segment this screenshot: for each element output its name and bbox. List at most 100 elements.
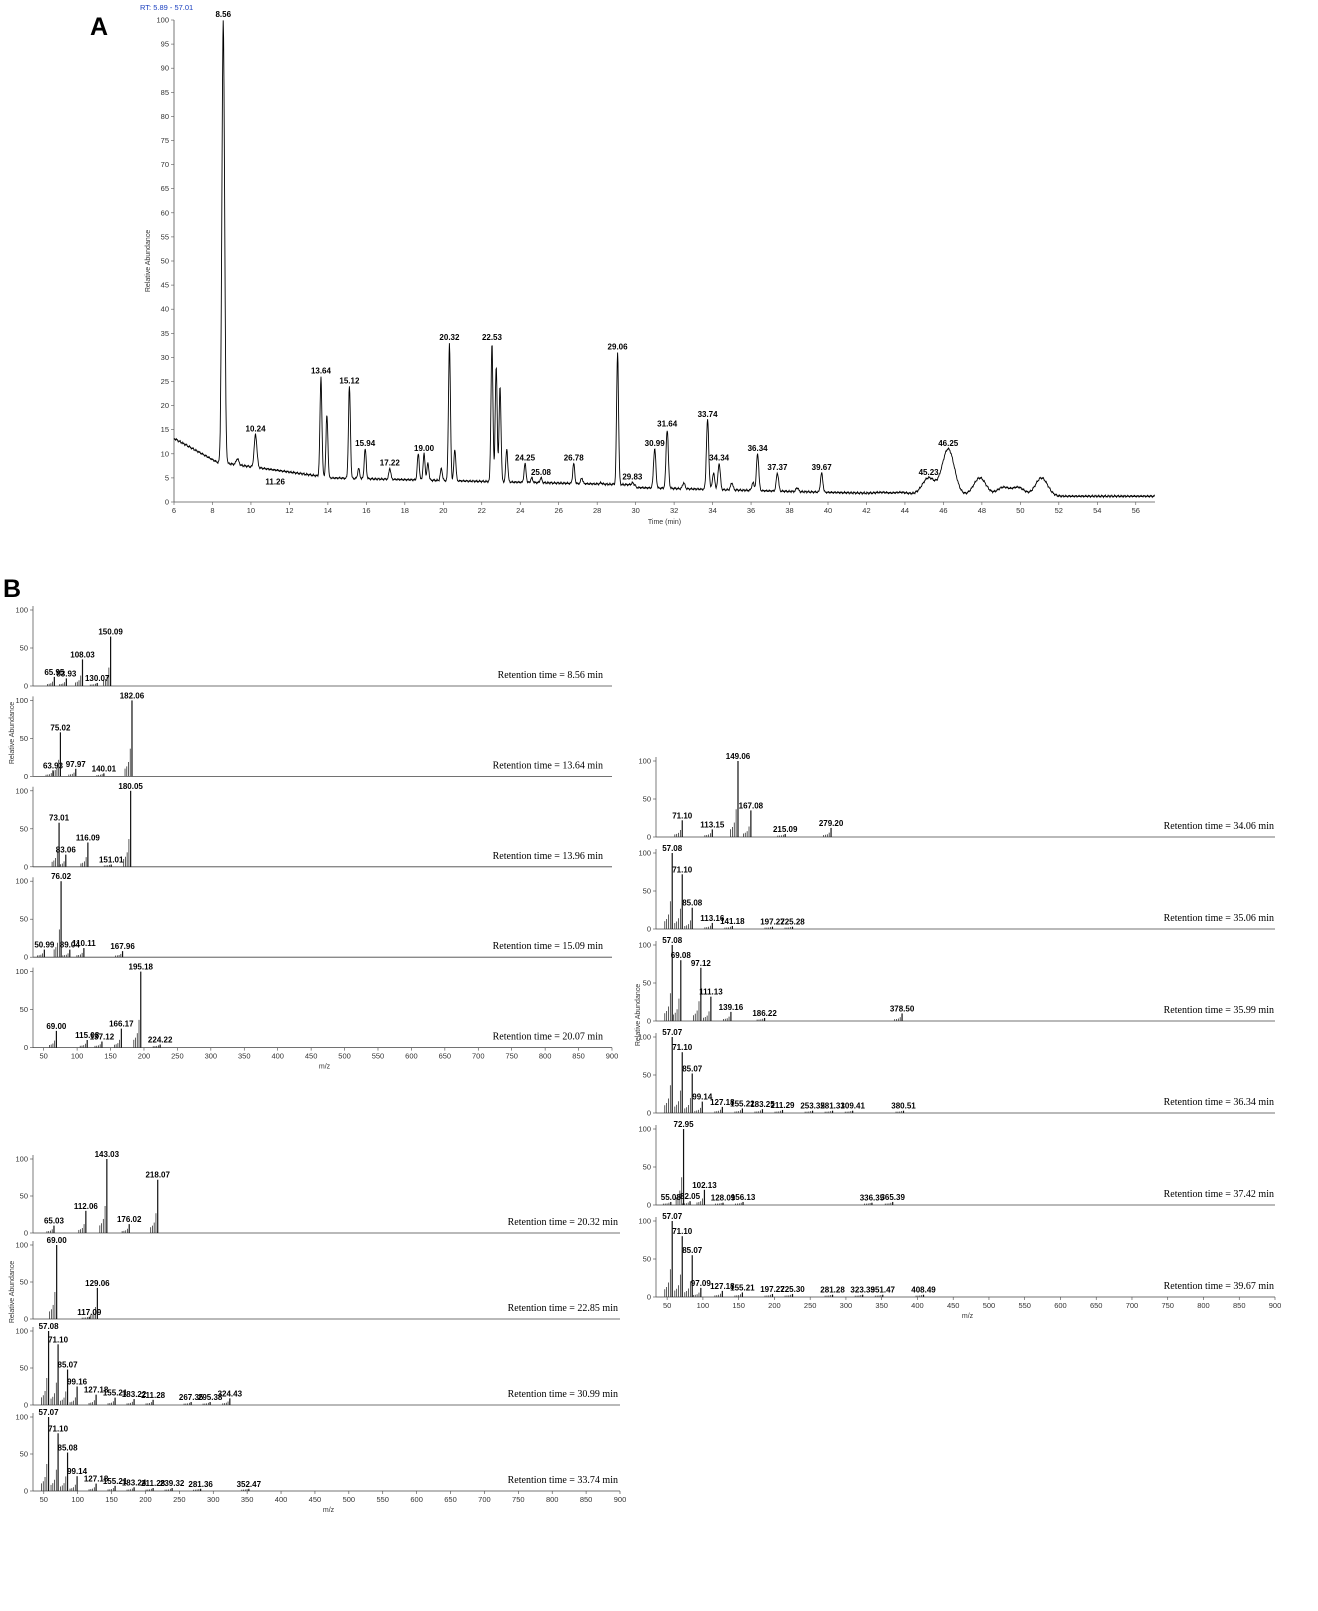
spectrum-peak-label: 110.11 [72, 939, 96, 948]
spectrum-peak-label: 71.10 [48, 1424, 69, 1433]
spectrum-peak-label: 279.20 [819, 819, 844, 828]
retention-time-label: Retention time = 34.06 min [1164, 821, 1274, 832]
peak-label: 31.64 [657, 420, 678, 429]
spectrum-y-tick-label: 100 [15, 877, 28, 886]
mz-tick-label: 250 [173, 1495, 186, 1504]
spectrum-peak-label: 55.08 [661, 1193, 682, 1202]
spectrum-y-tick-label: 100 [638, 1125, 651, 1134]
y-tick-label: 70 [161, 160, 169, 169]
peak-label: 15.12 [339, 376, 360, 385]
spectrum-peak-label: 141.18 [720, 917, 745, 926]
spectrum-peak-label: 183.25 [750, 1100, 775, 1109]
mz-axis-title: m/z [323, 1507, 335, 1514]
spectrum-peak-label: 116.09 [76, 833, 101, 842]
spectrum-peak-label: 155.21 [103, 1389, 128, 1398]
spectrum-peak-label: 69.00 [47, 1236, 68, 1245]
mz-tick-label: 900 [606, 1052, 619, 1061]
spectrum-peak-label: 75.02 [50, 723, 71, 732]
spectrum-peak-label: 63.93 [43, 761, 64, 770]
mz-tick-label: 500 [343, 1495, 356, 1504]
retention-time-label: Retention time = 33.74 min [508, 1475, 618, 1486]
spectrum-y-tick-label: 50 [20, 1005, 28, 1014]
peak-label: 30.99 [645, 439, 666, 448]
retention-time-label: Retention time = 35.06 min [1164, 913, 1274, 924]
mz-tick-label: 300 [205, 1052, 218, 1061]
mz-tick-label: 250 [171, 1052, 184, 1061]
spectrum-y-tick-label: 100 [15, 696, 28, 705]
mz-tick-label: 350 [241, 1495, 254, 1504]
spectrum-peak-label: 99.16 [67, 1378, 88, 1387]
peak-label: 25.08 [531, 468, 552, 477]
spectrum-peak-label: 69.08 [671, 951, 692, 960]
spectrum-peak-label: 69.00 [46, 1022, 67, 1031]
spectrum-peak-label: 85.07 [682, 1064, 703, 1073]
spectrum-peak-label: 211.28 [141, 1479, 166, 1488]
mz-tick-label: 400 [275, 1495, 288, 1504]
spectrum-peak-label: 112.06 [74, 1202, 99, 1211]
y-tick-label: 30 [161, 353, 169, 362]
spectrum-peak-label: 57.08 [662, 844, 683, 853]
spectrum-y-tick-label: 0 [647, 1293, 651, 1302]
x-tick-label: 32 [670, 506, 678, 515]
spectrum-peak-label: 156.13 [731, 1193, 756, 1202]
peak-label: 29.06 [608, 343, 629, 352]
spectrum-peak-label: 71.10 [672, 1043, 693, 1052]
spectrum-peak-label: 183.24 [122, 1478, 147, 1487]
spectrum-peak-label: 57.07 [39, 1408, 60, 1417]
x-tick-label: 42 [862, 506, 870, 515]
mz-tick-label: 550 [372, 1052, 385, 1061]
spectrum-peak-label: 85.08 [682, 899, 703, 908]
spectra-y-axis-title: Relative Abundance [9, 702, 16, 764]
y-axis-title: Relative Abundance [145, 230, 152, 292]
x-axis-title: Time (min) [648, 519, 681, 526]
spectrum-peak-label: 71.10 [672, 1227, 693, 1236]
mz-tick-label: 300 [207, 1495, 220, 1504]
spectrum: 0 50 100 57.07 71.10 85.08 99.14127.18155.2118… [15, 1408, 620, 1496]
mz-tick-label: 800 [539, 1052, 552, 1061]
y-tick-label: 50 [161, 257, 169, 266]
spectra-y-axis-title: Relative Abundance [9, 1261, 16, 1323]
spectrum-peak-label: 150.09 [98, 628, 123, 637]
rt-range-label: RT: 5.89 - 57.01 [140, 3, 193, 12]
spectrum-peak-label: 211.29 [770, 1101, 795, 1110]
spectrum-peak-label: 225.30 [780, 1285, 805, 1294]
spectrum-peak-label: 102.13 [692, 1181, 717, 1190]
spectrum-y-tick-label: 50 [20, 1278, 28, 1287]
mz-tick-label: 150 [732, 1301, 745, 1310]
spectrum-peak-label: 113.15 [700, 820, 725, 829]
spectrum-y-tick-label: 50 [20, 824, 28, 833]
spectrum-peak-label: 378.50 [890, 1004, 915, 1013]
spectrum-peak-label: 166.17 [109, 1020, 134, 1029]
peak-label: 22.53 [482, 333, 503, 342]
y-tick-label: 10 [161, 449, 169, 458]
spectrum-peak-label: 180.05 [118, 782, 143, 791]
x-tick-label: 52 [1055, 506, 1063, 515]
spectrum-y-tick-label: 100 [15, 1413, 28, 1422]
spectrum-peak-label: 117.09 [77, 1308, 102, 1317]
y-tick-label: 0 [165, 498, 169, 507]
retention-time-label: Retention time = 35.99 min [1164, 1005, 1274, 1016]
spectrum-y-tick-label: 50 [20, 915, 28, 924]
spectrum-y-tick-label: 0 [647, 1017, 651, 1026]
spectrum-peak-label: 73.01 [49, 814, 70, 823]
spectrum-peak-label: 380.51 [891, 1102, 916, 1111]
peak-label: 19.00 [414, 444, 435, 453]
spectrum-peak-label: 111.13 [699, 988, 723, 997]
spectrum-y-tick-label: 100 [15, 1155, 28, 1164]
retention-time-label: Retention time = 13.64 min [493, 760, 603, 771]
mz-tick-label: 500 [338, 1052, 351, 1061]
spectrum: 0 50 100 57.07 71.10 85.07 99.14127.18155.2218… [638, 1028, 1275, 1118]
x-tick-label: 40 [824, 506, 832, 515]
spectrum-peak-label: 143.03 [95, 1150, 120, 1159]
spectrum-peak-label: 71.10 [48, 1335, 69, 1344]
mz-tick-label: 750 [512, 1495, 525, 1504]
x-tick-label: 24 [516, 506, 524, 515]
mz-tick-label: 100 [71, 1495, 84, 1504]
peak-label: 11.26 [265, 478, 285, 487]
mz-tick-label: 750 [505, 1052, 518, 1061]
spectrum-y-tick-label: 0 [24, 953, 28, 962]
peak-label: 46.25 [938, 439, 959, 448]
